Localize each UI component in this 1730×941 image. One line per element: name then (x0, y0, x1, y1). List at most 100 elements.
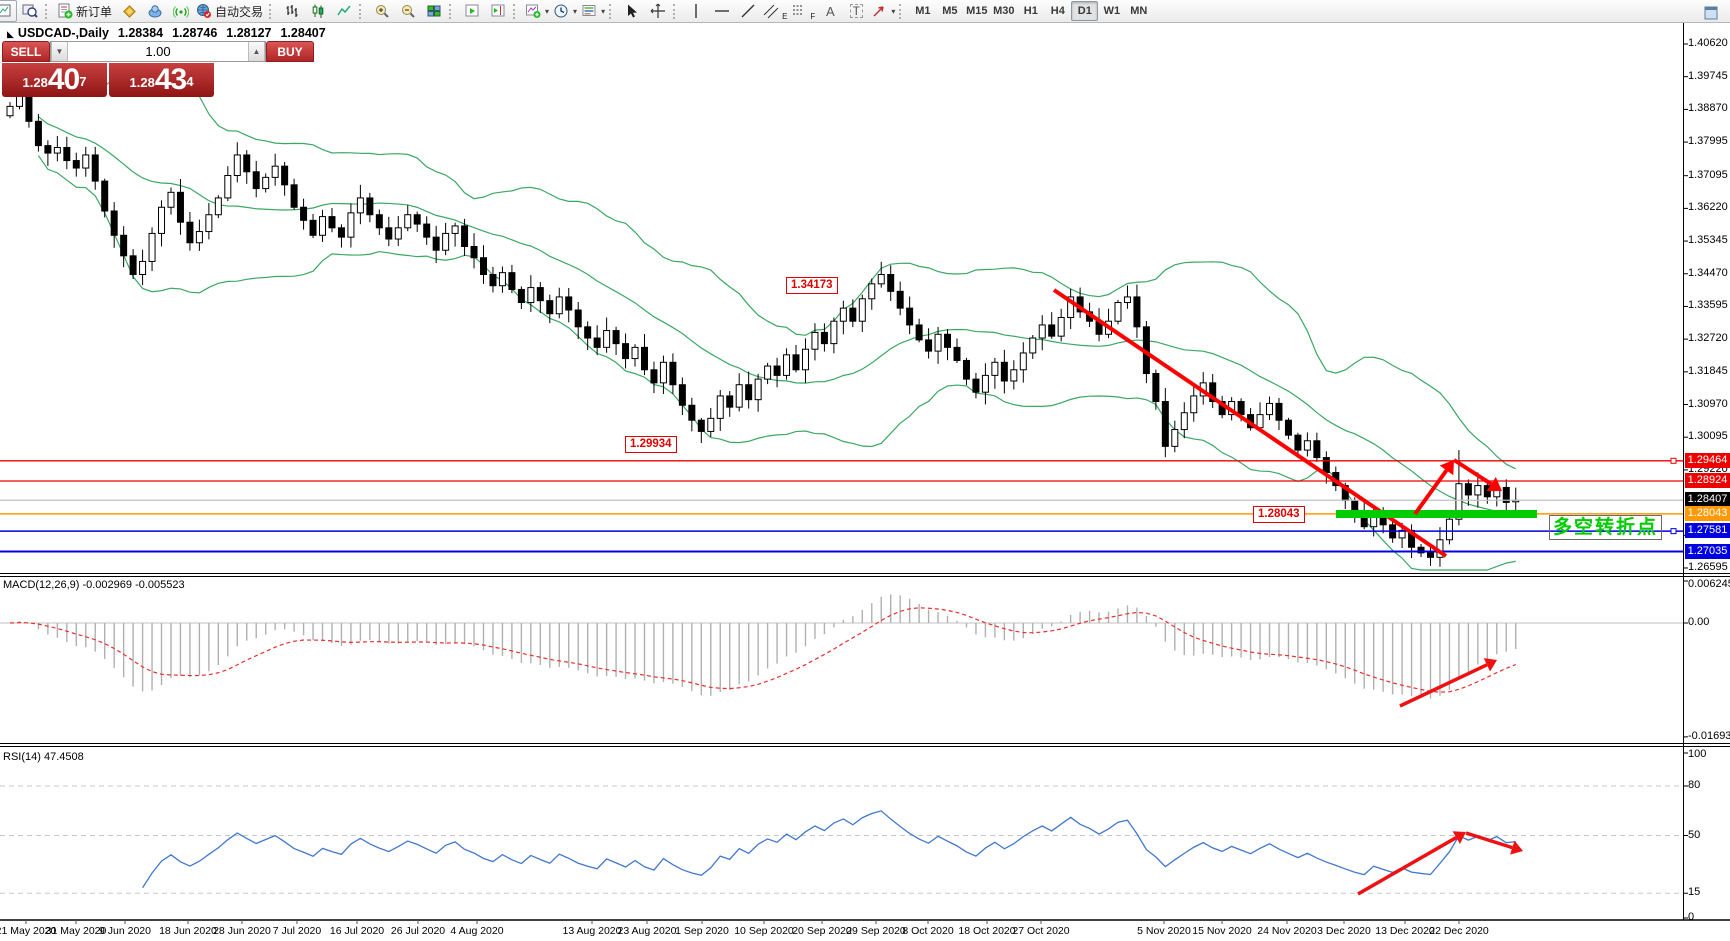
channel-button[interactable]: E (761, 0, 789, 22)
profiles-button[interactable] (17, 0, 43, 22)
tile-windows-button[interactable] (421, 0, 447, 22)
buy-price-display[interactable]: 1.28 43 4 (109, 63, 214, 97)
new-order-button[interactable]: 新订单 (55, 0, 116, 22)
date-tick-label: 8 Oct 2020 (902, 925, 954, 937)
date-tick-label: 24 Nov 2020 (1257, 925, 1317, 937)
volume-input[interactable] (68, 42, 248, 61)
zoom-in-button[interactable] (369, 0, 395, 22)
red-arrow-drawing[interactable] (1465, 831, 1513, 850)
chart-drawings (1052, 288, 1537, 896)
date-tick-label: 10 Sep 2020 (734, 925, 794, 937)
cursor-button[interactable] (619, 0, 645, 22)
timeframe-mn-button[interactable]: MN (1130, 5, 1148, 17)
volume-decrease-button[interactable]: ▼ (51, 42, 68, 61)
horizontal-line-icon (715, 10, 730, 12)
timeframe-w1-button[interactable]: W1 (1103, 5, 1121, 17)
price-tick-label: 1.40620 (1688, 37, 1728, 49)
zoom-out-button[interactable] (395, 0, 421, 22)
buy-button[interactable]: BUY (266, 41, 314, 62)
macd-tick-label: 0.00 (1688, 616, 1710, 628)
new-chart-button[interactable] (0, 0, 17, 22)
channel-icon (763, 4, 779, 19)
support-price-annotation[interactable]: 1.28043 (1253, 506, 1305, 523)
red-arrow-drawing[interactable] (1452, 458, 1493, 486)
price-tick-label: 1.36220 (1688, 201, 1728, 214)
level-price-axis-label: 1.27035 (1685, 543, 1730, 559)
buy-price-prefix: 1.28 (129, 75, 155, 90)
timeframe-m15-button[interactable]: M15 (966, 5, 988, 17)
sell-button[interactable]: SELL (2, 41, 50, 62)
candlestick-chart-icon (312, 4, 324, 18)
new-order-icon (58, 3, 73, 19)
timeframe-m30-button[interactable]: M30 (993, 5, 1015, 17)
autotrading-button[interactable]: 自动交易 (194, 0, 267, 22)
date-tick-label: 18 Oct 2020 (958, 925, 1016, 937)
candlestick-chart-button[interactable] (305, 0, 331, 22)
toolbar-group-handle (45, 3, 53, 19)
timeframe-m1-button[interactable]: M1 (915, 5, 931, 17)
sell-price-display[interactable]: 1.28 40 7 (2, 63, 107, 97)
bollinger-bands (37, 66, 1516, 571)
panel-borders (0, 22, 1730, 921)
volume-increase-button[interactable]: ▲ (248, 42, 265, 61)
date-tick-label: 22 Dec 2020 (1429, 925, 1489, 937)
dropdown-caret-icon: ▾ (891, 6, 896, 16)
community-icon (148, 5, 162, 18)
indicators-icon (526, 4, 541, 18)
swing-low-price-annotation[interactable]: 1.29934 (625, 436, 677, 453)
timeframe-m5-button[interactable]: M5 (942, 5, 958, 17)
timeframe-h1-button[interactable]: H1 (1023, 5, 1038, 17)
price-tick-label: 1.34470 (1688, 266, 1728, 279)
metaeditor-button[interactable] (116, 0, 142, 22)
crosshair-icon (650, 3, 666, 18)
turning-point-note[interactable]: 多空转折点 (1549, 515, 1663, 540)
red-arrow-drawing[interactable] (1413, 469, 1449, 516)
main-toolbar: 新订单 自动交易 (0, 0, 1730, 23)
candles (6, 82, 1520, 567)
chart-shift-button[interactable] (485, 0, 511, 22)
signals-icon (173, 6, 190, 18)
crosshair-button[interactable] (645, 0, 671, 22)
date-tick-label: 4 Aug 2020 (450, 925, 504, 937)
swing-high-price-annotation[interactable]: 1.34173 (786, 277, 838, 294)
cursor-icon (628, 4, 638, 18)
autotrading-icon (197, 4, 212, 18)
trendline-button[interactable] (735, 0, 761, 22)
red-arrow-drawing[interactable] (1399, 663, 1488, 708)
arrows-tool-button[interactable]: ▾ (869, 0, 897, 22)
vertical-line-button[interactable] (683, 0, 709, 22)
line-chart-button[interactable] (331, 0, 357, 22)
horizontal-line-button[interactable] (709, 0, 735, 22)
timeframe-d1-button[interactable]: D1 (1071, 1, 1099, 21)
support-zone-bar-drawing[interactable] (1336, 510, 1537, 518)
timeframe-h4-button[interactable]: H4 (1050, 5, 1065, 17)
autotrading-label: 自动交易 (215, 4, 264, 19)
signals-button[interactable] (168, 0, 194, 22)
level-price-axis-label: 1.27581 (1685, 523, 1730, 539)
macd-indicator-label: MACD(12,26,9) -0.002969 -0.005523 (3, 579, 185, 591)
text-tool-button[interactable]: A (817, 0, 843, 22)
buy-price-pip: 4 (186, 74, 194, 89)
level-price-axis-label: 1.28924 (1685, 472, 1730, 488)
indicators-button[interactable]: ▾ (523, 0, 551, 22)
bar-chart-button[interactable] (279, 0, 305, 22)
trendline-icon (741, 4, 755, 18)
docked-chart-button[interactable] (1698, 2, 1724, 24)
red-arrow-drawing[interactable] (1357, 836, 1458, 896)
date-tick-label: 13 Aug 2020 (562, 925, 622, 937)
auto-scroll-button[interactable] (459, 0, 485, 22)
level-price-axis-label: 1.29464 (1685, 452, 1730, 468)
price-tick-label: 1.37995 (1688, 135, 1728, 148)
zoom-out-icon (402, 5, 415, 18)
ohlc-high: 1.28746 (172, 26, 218, 40)
date-tick-label: 1 Sep 2020 (675, 925, 729, 937)
fibonacci-button[interactable]: F (789, 0, 817, 22)
community-button[interactable] (142, 0, 168, 22)
toolbar-group-handle (673, 3, 681, 19)
templates-icon (582, 5, 596, 16)
periods-button[interactable]: ▾ (551, 0, 579, 22)
label-tool-button[interactable]: T (843, 0, 869, 22)
templates-button[interactable]: ▾ (579, 0, 607, 22)
